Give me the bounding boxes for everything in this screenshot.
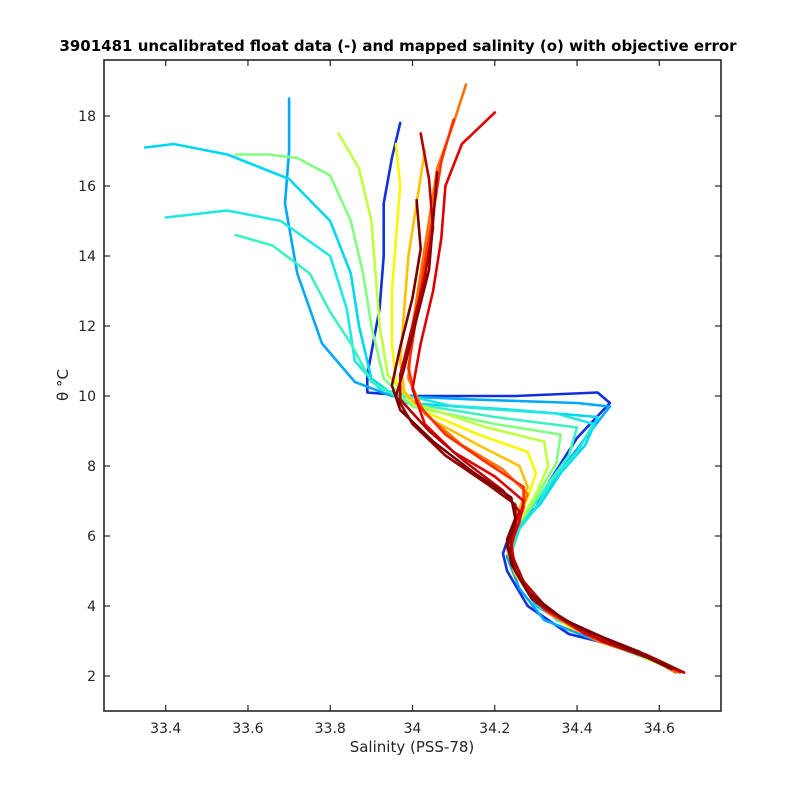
x-tick-label: 34.2	[479, 721, 510, 737]
y-axis-label: θ °C	[54, 369, 72, 401]
axis-ticks: 33.4 33.6 33.8 34 34.2 34.4 34.6 2 4 6 8 10 12 14 16 18	[78, 60, 721, 737]
x-tick-label: 33.6	[232, 721, 263, 737]
profile-line-2	[283, 97, 678, 674]
y-tick-label: 10	[78, 389, 96, 405]
y-tick-label: 2	[87, 669, 96, 685]
y-tick-label: 4	[87, 599, 96, 615]
profile-line-14	[394, 170, 678, 671]
x-tick-label: 34	[404, 721, 422, 737]
profile-lines	[143, 83, 686, 674]
profile-line-15	[390, 198, 673, 671]
x-tick-label: 34.6	[644, 721, 675, 737]
y-tick-label: 14	[78, 249, 96, 265]
y-tick-label: 8	[87, 459, 96, 475]
x-tick-label: 33.8	[315, 721, 346, 737]
profile-line-1	[365, 121, 669, 667]
x-tick-label: 33.4	[150, 721, 181, 737]
y-tick-label: 12	[78, 319, 96, 335]
y-tick-label: 16	[78, 179, 96, 195]
x-axis-label: Salinity (PSS-78)	[350, 738, 475, 756]
y-tick-label: 18	[78, 109, 96, 125]
chart-title: 3901481 uncalibrated float data (-) and …	[59, 37, 737, 55]
x-tick-label: 34.4	[561, 721, 592, 737]
profile-line-5	[234, 233, 678, 674]
y-tick-label: 6	[87, 529, 96, 545]
plot-frame	[103, 59, 722, 712]
